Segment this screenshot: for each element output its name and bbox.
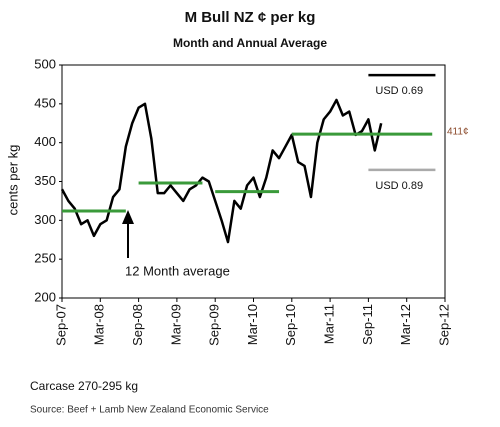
reference-label: USD 0.69: [375, 85, 423, 97]
x-tick-label: Mar-09: [168, 304, 183, 345]
monthly-line: [60, 98, 383, 244]
y-tick-label: 350: [34, 173, 56, 188]
y-tick-label: 450: [34, 95, 56, 110]
x-tick-label: Sep-09: [207, 304, 222, 346]
x-tick-label: Mar-10: [245, 304, 260, 345]
x-tick-label: Sep-10: [283, 304, 298, 346]
x-tick-label: Sep-07: [53, 304, 68, 346]
x-tick-label: Sep-12: [436, 304, 451, 346]
y-tick-label: 500: [34, 56, 56, 71]
average-line: [62, 132, 433, 213]
y-tick-label: 300: [34, 212, 56, 227]
x-tick-label: Sep-08: [130, 304, 145, 346]
annotation: 411¢: [447, 127, 469, 138]
annotation-arrow-head: [122, 210, 134, 224]
x-tick-label: Mar-11: [322, 304, 337, 344]
y-tick-label: 200: [34, 289, 56, 304]
chart-subtitle: Month and Annual Average: [173, 36, 327, 50]
chart-title: M Bull NZ ¢ per kg: [185, 9, 316, 26]
x-tick-label: Mar-08: [92, 304, 107, 345]
x-tick-label: Sep-11: [360, 304, 375, 345]
y-tick-label: 400: [34, 134, 56, 149]
reference-label: USD 0.89: [375, 180, 423, 192]
source: Source: Beef + Lamb New Zealand Economic…: [30, 405, 269, 416]
footer: Carcase 270-295 kg: [30, 379, 138, 393]
annotation: 12 Month average: [125, 263, 230, 278]
x-tick-label: Mar-12: [398, 304, 413, 345]
y-tick-label: 250: [34, 251, 56, 266]
y-axis-label: cents per kg: [5, 145, 20, 216]
